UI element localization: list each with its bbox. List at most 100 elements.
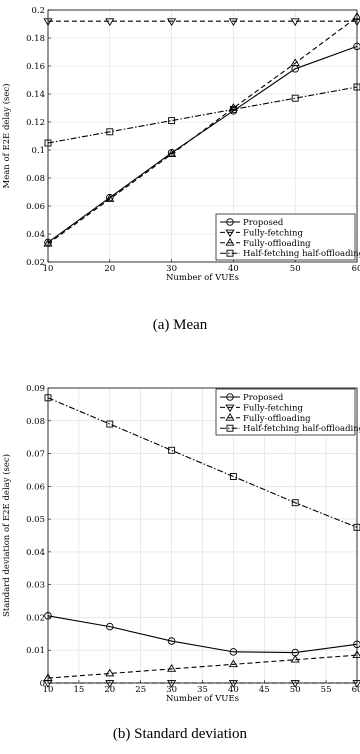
mean-point-fully-offloading [167, 149, 177, 158]
std-x-tick-label: 20 [104, 685, 115, 695]
std-y-tick-label: 0.09 [26, 384, 45, 394]
std-plot-series [43, 394, 360, 688]
std-legend-label: Fully-offloading [243, 414, 311, 424]
std-y-tick-label: 0.02 [26, 613, 45, 623]
std-series-line-half-fetching-half-offloading [47, 397, 358, 528]
mean-plot-frame [47, 9, 358, 263]
std-legend: ProposedFully-fetchingFully-offloadingHa… [215, 388, 360, 436]
mean-point-half-fetching-half-offloading [106, 128, 114, 136]
std-ticks: 10 15 20 25 30 35 40 45 50 55 60 0 0.01 0.02 0.03 0.04 0… [26, 384, 360, 695]
mean-point-fully-offloading [228, 103, 238, 111]
mean-x-axis-label: Number of VUEs [166, 273, 239, 283]
std-x-tick-label: 30 [166, 685, 177, 695]
std-point-proposed [106, 622, 114, 631]
mean-legend: ProposedFully-fetchingFully-offloadingHa… [215, 213, 360, 261]
std-y-axis-label: Standard deviation of E2E delay (sec) [1, 454, 12, 617]
std-x-tick-label: 35 [197, 685, 208, 695]
mean-x-tick-label: 60 [352, 264, 360, 274]
mean-series-line-proposed [47, 45, 358, 243]
std-series-line-proposed [47, 615, 358, 654]
mean-y-tick-label: 0.16 [26, 62, 45, 72]
std-point-half-fetching-half-offloading [229, 473, 237, 480]
mean-plot-series [43, 12, 360, 247]
mean-legend-swatch-marker [226, 249, 234, 257]
mean-legend-swatch-marker [226, 218, 234, 226]
std-legend-label: Fully-fetching [243, 403, 304, 413]
mean-y-tick-label: 0.14 [26, 90, 45, 100]
std-y-tick-label: 0.03 [26, 581, 45, 591]
mean-point-fully-fetching [228, 18, 238, 27]
std-x-tick-label: 50 [290, 685, 301, 695]
mean-y-tick-label: 0.18 [26, 34, 45, 44]
mean-y-tick-label: 0.08 [26, 174, 45, 184]
mean-point-fully-fetching [167, 18, 177, 27]
std-series-line-fully-offloading [47, 654, 358, 679]
mean-point-half-fetching-half-offloading [168, 117, 176, 125]
std-x-tick-label: 10 [43, 685, 54, 695]
mean-chart: 10 20 30 40 50 60 0.02 0.04 0.06 0.08 0.1 0.12 0.14 0… [1, 6, 360, 283]
std-point-fully-offloading [228, 659, 238, 668]
std-legend-swatch-marker [225, 412, 235, 421]
std-y-tick-label: 0 [40, 679, 45, 689]
mean-point-half-fetching-half-offloading [291, 94, 299, 102]
mean-legend-swatch-marker [225, 237, 235, 246]
std-point-fully-offloading [290, 654, 300, 663]
mean-y-tick-label: 0.1 [31, 146, 45, 156]
std-caption: (b) Standard deviation [113, 726, 248, 742]
mean-x-tick-label: 30 [166, 264, 177, 274]
std-x-tick-label: 40 [228, 685, 239, 695]
std-y-tick-label: 0.07 [26, 450, 45, 460]
mean-point-fully-offloading [290, 58, 300, 67]
std-point-fully-fetching [167, 680, 177, 688]
std-x-tick-label: 25 [135, 685, 146, 695]
mean-y-tick-label: 0.04 [26, 230, 45, 240]
std-chart: 10 15 20 25 30 35 40 45 50 55 60 0 0.01 0.02 0.03 0.04 0… [1, 384, 360, 704]
mean-point-half-fetching-half-offloading [229, 105, 237, 113]
std-caption-box: (b) Standard deviation [113, 726, 248, 742]
std-legend-label: Half-fetching half-offloading [243, 424, 360, 434]
std-legend-swatch-marker [226, 424, 234, 432]
mean-legend-label: Proposed [243, 218, 284, 228]
std-y-tick-label: 0.04 [26, 548, 45, 558]
std-point-fully-fetching [105, 680, 115, 688]
mean-legend-swatch-marker [225, 229, 235, 238]
std-x-tick-label: 15 [73, 685, 84, 695]
std-legend-swatch-marker [225, 404, 235, 413]
std-point-fully-fetching [290, 680, 300, 688]
mean-caption: (a) Mean [153, 317, 208, 333]
std-y-tick-label: 0.08 [26, 417, 45, 427]
mean-x-tick-label: 50 [290, 264, 301, 274]
mean-series-line-fully-offloading [47, 16, 358, 245]
std-point-fully-fetching [228, 680, 238, 688]
mean-y-tick-label: 0.2 [31, 6, 45, 16]
mean-y-tick-label: 0.02 [26, 258, 45, 268]
mean-y-axis-label: Mean of E2E delay (sec) [1, 83, 12, 188]
mean-x-tick-label: 40 [228, 264, 239, 274]
mean-legend-label: Half-fetching half-offloading [243, 249, 360, 259]
std-x-tick-label: 55 [321, 685, 332, 695]
mean-point-fully-fetching [105, 18, 115, 27]
std-point-proposed [167, 637, 176, 645]
mean-caption-box: (a) Mean [153, 317, 208, 333]
mean-point-fully-offloading [105, 194, 115, 202]
std-point-proposed [229, 648, 238, 656]
std-x-tick-label: 45 [259, 685, 270, 695]
mean-x-tick-label: 10 [43, 264, 54, 274]
std-point-half-fetching-half-offloading [291, 499, 299, 507]
mean-point-fully-fetching [290, 18, 300, 27]
mean-y-tick-label: 0.12 [26, 118, 45, 128]
std-point-fully-offloading [105, 668, 115, 677]
mean-legend-label: Fully-fetching [243, 228, 304, 238]
mean-legend-label: Fully-offloading [243, 239, 311, 249]
std-legend-swatch-marker [226, 393, 234, 401]
std-x-tick-label: 60 [352, 685, 360, 695]
std-point-half-fetching-half-offloading [168, 446, 176, 454]
mean-series-line-half-fetching-half-offloading [47, 86, 358, 144]
mean-x-tick-label: 20 [104, 264, 115, 274]
mean-y-tick-label: 0.06 [26, 202, 45, 212]
std-y-tick-label: 0.05 [26, 515, 45, 525]
std-point-fully-offloading [167, 664, 177, 672]
std-point-half-fetching-half-offloading [106, 420, 114, 428]
std-x-axis-label: Number of VUEs [166, 694, 239, 704]
